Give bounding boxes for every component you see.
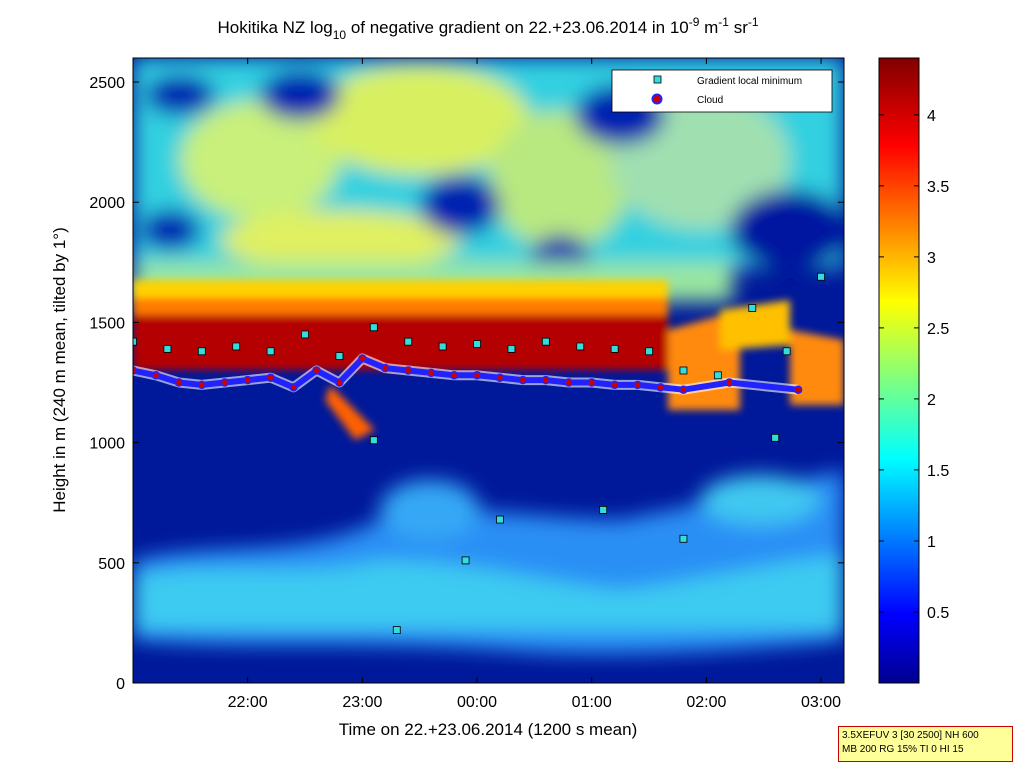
chart-title: Hokitika NZ log10 of negative gradient o… xyxy=(217,15,758,42)
gradient-minimum-point xyxy=(610,344,619,353)
cloud-point xyxy=(426,368,436,378)
cloud-point xyxy=(472,371,482,380)
gradient-minimum-point xyxy=(438,342,447,351)
plot-frame xyxy=(132,57,845,684)
gradient-minimum-point xyxy=(369,436,378,445)
cloud-point xyxy=(312,366,321,375)
y-tick-label: 0 xyxy=(116,676,125,693)
gradient-minimum-markers xyxy=(133,272,825,635)
gradient-minimum-point xyxy=(679,534,688,543)
gradient-minimum-point xyxy=(817,272,825,281)
gradient-minimum-point xyxy=(576,342,585,351)
cloud-point xyxy=(495,373,505,382)
x-axis: 22:00 23:00 00:00 01:00 02:00 03:00 xyxy=(228,58,841,711)
cloud-point xyxy=(633,380,642,390)
x-axis-label: Time on 22.+23.06.2014 (1200 s mean) xyxy=(339,720,637,739)
x-tick-label: 02:00 xyxy=(686,694,726,711)
cloud-point xyxy=(133,366,138,375)
cloud-markers xyxy=(133,353,803,395)
cloud-point xyxy=(381,363,390,373)
cloud-point xyxy=(151,371,161,380)
gradient-minimum-point xyxy=(496,515,504,524)
x-tick-label: 03:00 xyxy=(801,694,841,711)
y-axis-label: Height in m (240 m mean, tilted by 1°) xyxy=(50,227,69,513)
gradient-minimum-point xyxy=(507,344,516,353)
cloud-point xyxy=(220,378,229,387)
gradient-minimum-point xyxy=(163,344,172,353)
gradient-minimum-point xyxy=(679,366,688,375)
colorbar-tick-label: 2 xyxy=(927,392,936,409)
legend-label-gradient-minimum: Gradient local minimum xyxy=(697,76,802,87)
cloud-point xyxy=(793,385,803,394)
y-tick-label: 2500 xyxy=(89,75,125,92)
y-tick-label: 2000 xyxy=(89,195,125,212)
gradient-minimum-point xyxy=(713,371,722,380)
cloud-point xyxy=(541,375,551,385)
colorbar: 0.5 1 1.5 2 2.5 3 3.5 4 xyxy=(878,57,949,684)
y-tick-label: 1500 xyxy=(89,315,125,332)
gradient-minimum-point xyxy=(369,323,378,332)
gradient-minimum-point xyxy=(404,337,413,346)
x-tick-label: 00:00 xyxy=(457,694,497,711)
gradient-minimum-point xyxy=(645,347,653,356)
colorbar-tick-label: 3.5 xyxy=(927,179,949,196)
colorbar-tick-label: 1.5 xyxy=(927,463,949,480)
cloud-point xyxy=(243,375,252,385)
gradient-minimum-point xyxy=(133,337,137,346)
gradient-minimum-point xyxy=(197,347,206,356)
legend-label-cloud: Cloud xyxy=(697,95,723,106)
colorbar-tick-label: 1 xyxy=(927,534,936,551)
cloud-point xyxy=(449,371,459,380)
y-tick-label: 1000 xyxy=(89,436,125,453)
x-tick-label: 23:00 xyxy=(342,694,382,711)
gradient-minimum-point xyxy=(541,337,550,346)
x-tick-label: 22:00 xyxy=(228,694,268,711)
info-line-1: 3.5XEFUV 3 [30 2500] NH 600 xyxy=(842,730,979,741)
cloud-point xyxy=(289,383,298,392)
gradient-minimum-point xyxy=(392,626,401,635)
gradient-minimum-point xyxy=(599,506,608,514)
gradient-minimum-point xyxy=(782,347,791,356)
cloud-point xyxy=(564,378,574,387)
info-box: 3.5XEFUV 3 [30 2500] NH 600 MB 200 RG 15… xyxy=(838,726,1013,762)
y-tick-label: 500 xyxy=(98,556,125,573)
legend-marker-cloud xyxy=(651,93,663,105)
colorbar-tick-label: 0.5 xyxy=(927,605,949,622)
cloud-point xyxy=(335,378,344,387)
gradient-minimum-point xyxy=(771,433,780,442)
cloud-point xyxy=(403,366,413,375)
legend-marker-gradient-minimum xyxy=(653,75,662,84)
cloud-point xyxy=(725,378,734,387)
colorbar-tick-label: 4 xyxy=(927,108,936,125)
gradient-minimum-point xyxy=(266,347,275,356)
cloud-point xyxy=(197,380,207,390)
legend: Gradient local minimum Cloud xyxy=(611,69,833,113)
gradient-minimum-point xyxy=(748,304,757,312)
cloud-point xyxy=(610,380,619,390)
cloud-point xyxy=(518,375,528,385)
cloud-point xyxy=(679,385,688,394)
heatmap xyxy=(133,58,844,683)
y-axis: 0 500 1000 1500 2000 2500 xyxy=(89,75,844,693)
cloud-point xyxy=(266,373,275,382)
gradient-minimum-point xyxy=(473,340,481,348)
gradient-minimum-point xyxy=(232,342,241,351)
cloud-point xyxy=(174,378,184,387)
cloud-point xyxy=(656,383,665,392)
colorbar-tick-label: 3 xyxy=(927,250,936,267)
gradient-minimum-point xyxy=(461,556,470,565)
x-tick-label: 01:00 xyxy=(572,694,612,711)
gradient-minimum-point xyxy=(335,352,344,360)
cloud-point xyxy=(358,354,367,363)
gradient-minimum-point xyxy=(301,330,309,339)
colorbar-ticks: 0.5 1 1.5 2 2.5 3 3.5 4 xyxy=(879,108,949,622)
cloud-point xyxy=(587,378,596,387)
colorbar-tick-label: 2.5 xyxy=(927,321,949,338)
info-line-2: MB 200 RG 15% TI 0 HI 15 xyxy=(842,744,964,755)
